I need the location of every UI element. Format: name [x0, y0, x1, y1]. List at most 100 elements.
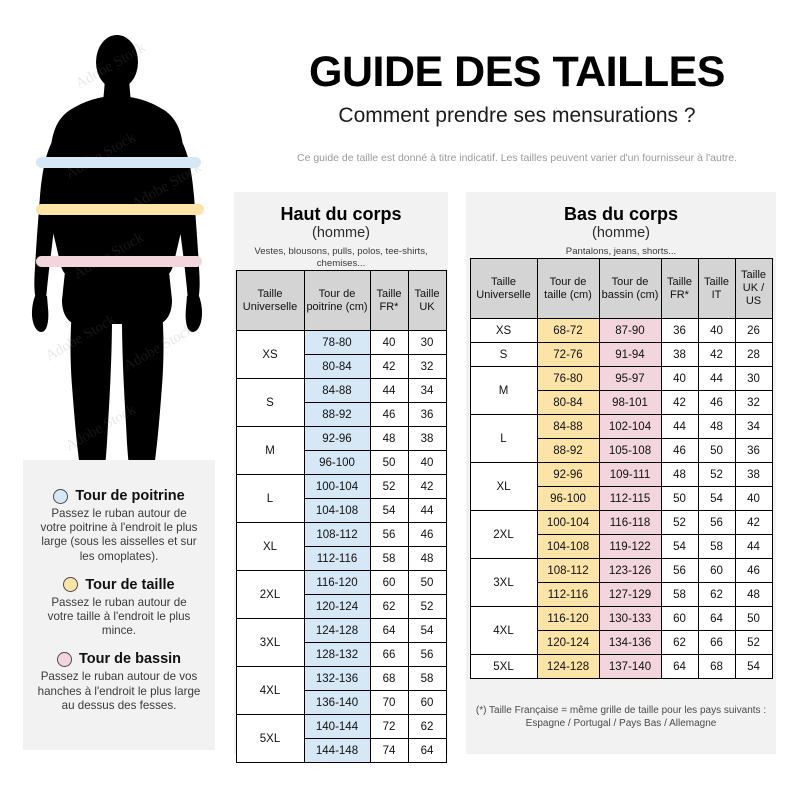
table-row: 144-148 74 64: [236, 738, 447, 763]
table-row: 2XL 116-120 60 50: [235, 570, 447, 619]
panel-heading: Haut du corps: [280, 204, 402, 224]
table-row: 112-116 58 48: [236, 546, 447, 571]
legend-title: Tour de bassin: [78, 651, 182, 668]
cell-tour-de-poitrine: 80-84: [303, 354, 371, 379]
cell-taille-uk: 50: [407, 570, 447, 595]
cell-taille-fr: 48: [369, 426, 409, 451]
cell-tour-de-taille: 108-112: [536, 558, 600, 583]
cell-tour-de-taille: 88-92: [536, 438, 600, 463]
table-row: 96-100 50 40: [236, 450, 447, 475]
cell-tour-de-bassin: 112-115: [598, 486, 662, 511]
footnote: (*) Taille Française = même grille de ta…: [466, 704, 776, 730]
cell-taille-uk: 40: [407, 450, 447, 475]
cell-taille-fr: 44: [369, 378, 409, 403]
column-header-tour-de-bassin: Tour de bassin (cm): [598, 258, 662, 319]
cell-tour-de-bassin: 95-97: [598, 366, 662, 391]
chest-measure-band: [36, 157, 201, 168]
column-header-taille-uk: Taille UK: [407, 270, 447, 331]
cell-taille-it: 56: [697, 510, 736, 535]
cell-tour-de-poitrine: 92-96: [303, 426, 371, 451]
cell-taille-universelle: 3XL: [469, 558, 538, 607]
cell-tour-de-poitrine: 100-104: [303, 474, 371, 499]
cell-taille-uk: 34: [407, 378, 447, 403]
table-row: 3XL 124-128 64 54: [235, 618, 447, 667]
panel-heading: Bas du corps: [563, 204, 679, 224]
waist-measure-band: [36, 204, 204, 215]
cell-taille-fr: 58: [369, 546, 409, 571]
cell-tour-de-poitrine: 88-92: [303, 402, 371, 427]
legend-title: Tour de poitrine: [75, 488, 185, 504]
measurement-legend: Tour de poitrine Passez le ruban autour …: [23, 460, 215, 750]
cell-taille-uk-us: 42: [734, 510, 773, 535]
footnote-line-2: Espagne / Portugal / Pays Bas / Allemagn…: [525, 718, 717, 729]
legend-description: Passez le ruban autour de votre taille à…: [47, 595, 191, 638]
cell-tour-de-bassin: 105-108: [598, 438, 662, 463]
table-row: 104-108 119-122 54 58 44: [470, 534, 773, 559]
legend-item-waist: Tour de taille Passez le ruban autour de…: [33, 577, 205, 639]
cell-tour-de-taille: 124-128: [536, 654, 600, 679]
cell-taille-it: 40: [697, 318, 736, 343]
cell-tour-de-poitrine: 140-144: [303, 714, 371, 739]
cell-tour-de-poitrine: 120-124: [303, 594, 371, 619]
cell-tour-de-taille: 104-108: [536, 534, 600, 559]
cell-taille-fr: 70: [369, 690, 409, 715]
cell-taille-fr: 66: [369, 642, 409, 667]
waist-color-dot-icon: [63, 577, 79, 593]
cell-taille-fr: 38: [660, 342, 699, 367]
cell-tour-de-poitrine: 84-88: [303, 378, 371, 403]
cell-taille-uk: 58: [407, 666, 447, 691]
cell-taille-fr: 62: [660, 630, 699, 655]
upper-body-size-table: Taille Universelle Tour de poitrine (cm)…: [235, 270, 447, 763]
cell-taille-universelle: 2XL: [235, 570, 305, 619]
cell-tour-de-taille: 100-104: [536, 510, 600, 535]
cell-taille-uk-us: 54: [734, 654, 773, 679]
cell-taille-uk: 56: [407, 642, 447, 667]
table-header-row: Taille Universelle Tour de taille (cm) T…: [469, 258, 773, 319]
cell-taille-uk: 38: [407, 426, 447, 451]
cell-taille-fr: 72: [369, 714, 409, 739]
lower-body-panel: Bas du corps (homme) Pantalons, jeans, s…: [466, 192, 776, 754]
cell-tour-de-poitrine: 112-116: [303, 546, 371, 571]
column-header-tour-de-poitrine: Tour de poitrine (cm): [303, 270, 371, 331]
cell-taille-uk-us: 34: [734, 414, 773, 439]
cell-taille-uk-us: 38: [734, 462, 773, 487]
cell-taille-universelle: XL: [235, 522, 305, 571]
legend-item-chest: Tour de poitrine Passez le ruban autour …: [33, 488, 205, 564]
cell-tour-de-taille: 116-120: [536, 606, 600, 631]
cell-taille-it: 44: [697, 366, 736, 391]
table-row: 4XL 116-120 130-133 60 64 50: [469, 606, 773, 655]
cell-taille-uk-us: 26: [734, 318, 773, 343]
cell-taille-uk: 44: [407, 498, 447, 523]
cell-taille-universelle: M: [469, 366, 538, 415]
cell-taille-it: 46: [697, 390, 736, 415]
hips-color-dot-icon: [56, 651, 72, 667]
cell-taille-fr: 74: [369, 738, 409, 763]
cell-taille-fr: 52: [660, 510, 699, 535]
cell-taille-uk-us: 30: [734, 366, 773, 391]
cell-taille-fr: 50: [369, 450, 409, 475]
cell-tour-de-poitrine: 128-132: [303, 642, 371, 667]
cell-taille-fr: 56: [369, 522, 409, 547]
cell-tour-de-poitrine: 78-80: [303, 330, 371, 355]
cell-tour-de-bassin: 123-126: [598, 558, 662, 583]
table-row: M 92-96 48 38: [235, 426, 447, 475]
cell-taille-it: 58: [697, 534, 736, 559]
cell-tour-de-poitrine: 104-108: [303, 498, 371, 523]
table-row: S 84-88 44 34: [235, 378, 447, 427]
upper-body-panel: Haut du corps (homme) Vestes, blousons, …: [234, 192, 448, 763]
cell-tour-de-bassin: 109-111: [598, 462, 662, 487]
cell-tour-de-taille: 92-96: [536, 462, 600, 487]
cell-taille-it: 66: [697, 630, 736, 655]
cell-taille-uk: 60: [407, 690, 447, 715]
cell-tour-de-taille: 68-72: [536, 318, 600, 343]
male-body-silhouette-icon: [31, 35, 203, 484]
table-header-row: Taille Universelle Tour de poitrine (cm)…: [235, 270, 447, 331]
cell-taille-universelle: M: [235, 426, 305, 475]
table-row: XL 92-96 109-111 48 52 38: [469, 462, 773, 511]
column-header-tour-de-taille: Tour de taille (cm): [536, 258, 600, 319]
cell-taille-fr: 46: [660, 438, 699, 463]
table-row: 80-84 98-101 42 46 32: [470, 390, 773, 415]
table-row: 96-100 112-115 50 54 40: [470, 486, 773, 511]
cell-tour-de-bassin: 130-133: [598, 606, 662, 631]
